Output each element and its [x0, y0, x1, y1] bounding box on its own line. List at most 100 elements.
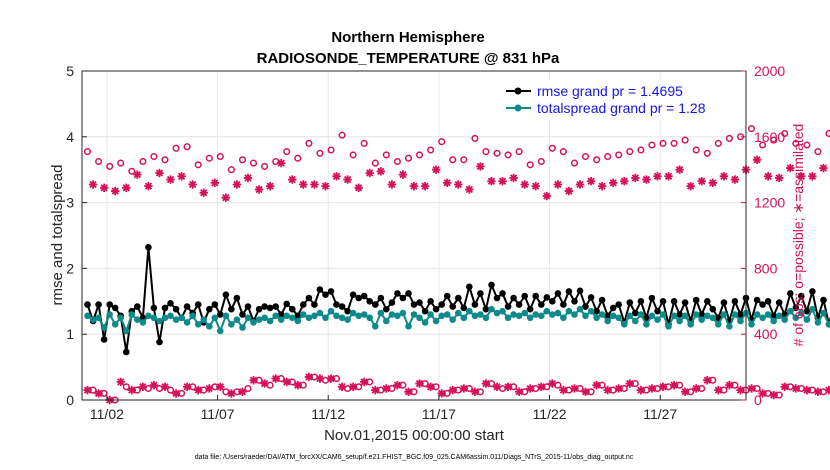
rmse-point — [759, 301, 766, 308]
rmse-point — [493, 294, 501, 302]
totalspread-point — [731, 311, 739, 318]
assimilated_night-point — [526, 384, 535, 393]
rmse-point — [349, 291, 357, 299]
assimilated_night-point — [337, 382, 347, 392]
possible_day-point — [216, 152, 224, 161]
rmse-point — [322, 291, 329, 299]
totalspread-point — [820, 309, 827, 317]
totalspread-point — [443, 311, 451, 318]
totalspread-point — [277, 316, 285, 324]
possible_day-point — [349, 151, 357, 159]
possible_day-point — [128, 167, 136, 175]
possible_day-point — [781, 129, 789, 138]
y-tick-label-left: 4 — [66, 129, 74, 145]
rmse-point — [820, 296, 827, 304]
rmse-point — [95, 301, 102, 308]
rmse-point — [460, 304, 468, 312]
assimilated_night-point — [692, 384, 701, 393]
chart-title-line2: RADIOSONDE_TEMPERATURE @ 831 hPa — [257, 50, 560, 67]
y-axis-label-left: rmse and totalspread — [49, 165, 66, 306]
assimilated_day-point — [575, 180, 585, 189]
totalspread-point — [665, 323, 672, 330]
possible_day-point — [725, 134, 733, 142]
assimilated_night-point — [182, 382, 192, 392]
totalspread-point — [244, 314, 252, 322]
totalspread-point — [178, 314, 185, 322]
rmse-point — [443, 292, 451, 300]
assimilated_night-point — [725, 380, 734, 390]
rmse-point — [300, 301, 307, 308]
possible_day-point — [427, 146, 435, 154]
totalspread-point — [128, 311, 136, 318]
y-tick-label-right: 0 — [754, 392, 762, 408]
totalspread-point — [648, 312, 656, 320]
totalspread-point — [222, 312, 230, 320]
totalspread-point — [200, 316, 207, 324]
assimilated_day-point — [166, 175, 175, 184]
assimilated_night-point — [736, 385, 745, 395]
assimilated_day-point — [819, 163, 828, 173]
totalspread-point — [100, 324, 108, 331]
totalspread-point — [123, 327, 130, 335]
rmse-point — [272, 303, 280, 310]
totalspread-point — [526, 314, 534, 322]
assimilated_night-point — [548, 379, 557, 388]
assimilated_day-point — [99, 183, 109, 192]
assimilated_day-point — [210, 178, 219, 188]
assimilated_night-point — [570, 384, 579, 393]
rmse-point — [455, 294, 462, 302]
rmse-point — [311, 301, 318, 308]
rmse-point — [383, 305, 390, 313]
totalspread-point — [593, 314, 600, 322]
possible_day-point — [238, 156, 247, 164]
assimilated_day-point — [199, 188, 208, 197]
rmse-point — [100, 336, 108, 343]
y-axis-label-right: # of obs: o=possible; ∗=assimilated — [790, 124, 806, 347]
rmse-point — [538, 301, 545, 308]
assimilated_day-point — [719, 172, 729, 181]
assimilated_day-point — [155, 168, 164, 178]
assimilated_day-point — [586, 177, 596, 186]
assimilated_day-point — [431, 165, 441, 174]
x-tick-label: 11/22 — [533, 406, 567, 422]
assimilated_day-point — [808, 172, 817, 181]
rmse-point — [183, 303, 191, 310]
rmse-point — [233, 294, 241, 302]
rmse-point — [709, 305, 717, 313]
assimilated_night-point — [194, 385, 203, 395]
assimilated_night-point — [537, 382, 546, 392]
assimilated_night-point — [83, 385, 92, 395]
assimilated_night-point — [149, 380, 159, 390]
rmse-point — [504, 303, 512, 310]
series-totalspread — [84, 305, 830, 335]
assimilated_day-point — [122, 183, 131, 192]
rmse-point — [565, 288, 573, 295]
possible_day-point — [106, 162, 114, 170]
assimilated_day-point — [88, 180, 98, 189]
totalspread-point — [355, 312, 363, 320]
rmse-point — [676, 311, 683, 318]
totalspread-point — [488, 305, 495, 313]
rmse-point — [753, 296, 761, 304]
assimilated_day-point — [498, 177, 507, 186]
totalspread-point — [598, 311, 606, 318]
assimilated_night-point — [371, 385, 380, 395]
totalspread-point — [399, 309, 407, 317]
assimilated_day-point — [642, 175, 651, 184]
assimilated_night-point — [138, 382, 148, 392]
totalspread-point — [377, 309, 385, 317]
totalspread-point — [482, 314, 490, 322]
assimilated_night-point — [680, 387, 690, 396]
assimilated_night-point — [824, 385, 830, 395]
rmse-point — [333, 301, 340, 308]
series-assimilated_night — [83, 372, 830, 405]
rmse-point — [111, 304, 119, 312]
rmse-point — [289, 305, 296, 313]
possible_day-point — [670, 139, 678, 147]
totalspread-point — [759, 314, 766, 322]
totalspread-point — [272, 312, 280, 320]
x-axis-label: Nov.01,2015 00:00:00 start — [324, 427, 505, 444]
totalspread-point — [576, 305, 584, 313]
rmse-point — [704, 298, 711, 305]
totalspread-point — [239, 324, 246, 331]
